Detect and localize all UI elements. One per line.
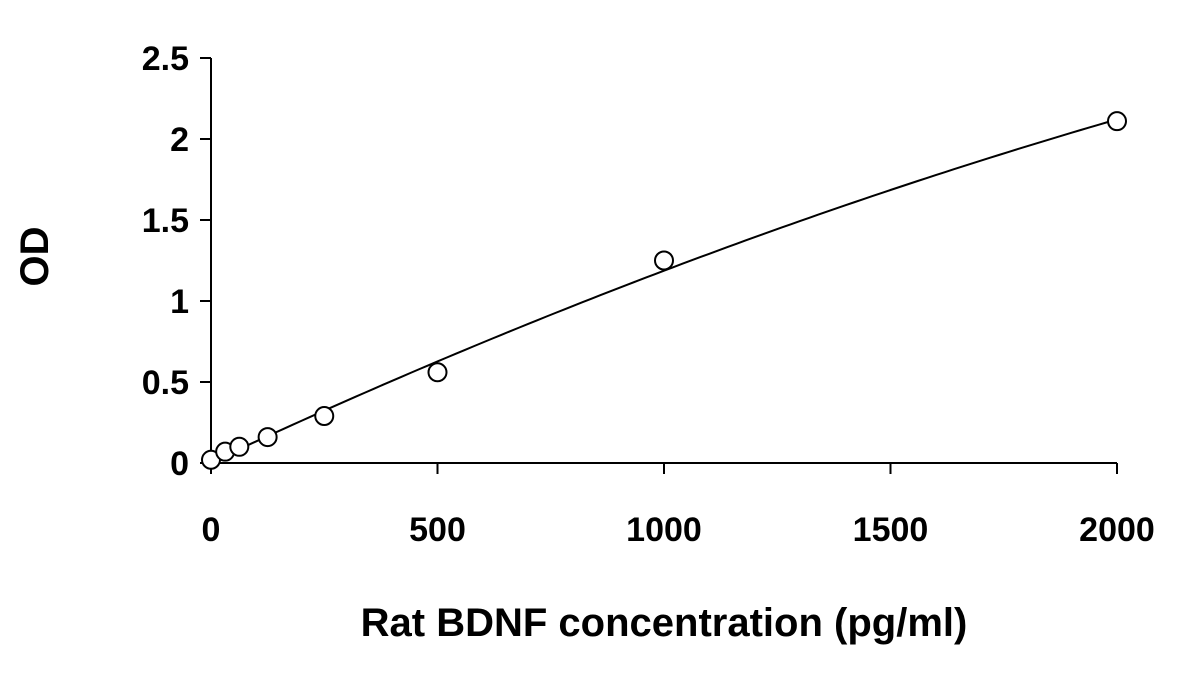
x-tick-label: 1000 bbox=[626, 511, 702, 549]
y-tick-label: 2.5 bbox=[142, 40, 189, 78]
y-tick-label: 0.5 bbox=[142, 364, 189, 402]
x-tick-label: 2000 bbox=[1079, 511, 1155, 549]
data-points bbox=[201, 111, 1127, 470]
data-point bbox=[1107, 111, 1127, 132]
x-axis-title: Rat BDNF concentration (pg/ml) bbox=[361, 601, 968, 645]
data-point bbox=[314, 406, 335, 427]
y-axis-title: OD bbox=[13, 227, 57, 287]
x-tick-label: 0 bbox=[202, 511, 221, 549]
data-point bbox=[257, 427, 278, 448]
data-point bbox=[229, 436, 250, 457]
x-ticks: 0 500 1000 1500 2000 bbox=[202, 463, 1155, 549]
trendline bbox=[210, 118, 1118, 464]
x-tick-label: 1500 bbox=[853, 511, 929, 549]
y-tick-label: 2 bbox=[170, 121, 189, 159]
data-point bbox=[654, 250, 674, 271]
y-tick-label: 1.5 bbox=[142, 202, 189, 240]
y-tick-label: 1 bbox=[170, 283, 189, 321]
x-tick-label: 500 bbox=[409, 511, 466, 549]
y-tick-label: 0 bbox=[170, 445, 189, 483]
data-point bbox=[427, 362, 448, 383]
y-ticks: 0 0.5 1 1.5 2 2.5 bbox=[142, 40, 211, 483]
